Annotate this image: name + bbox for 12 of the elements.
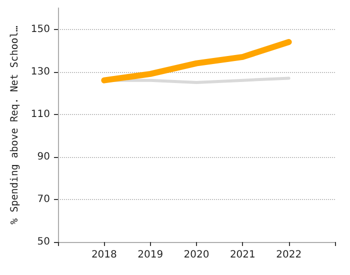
x-tick-label: 2022	[276, 250, 302, 260]
y-tick-label: 50	[37, 236, 50, 248]
x-tick-label: 2019	[138, 250, 164, 260]
y-tick-label: 70	[37, 194, 50, 205]
y-tick-label: 130	[30, 66, 50, 78]
y-axis-title: % Spending above Req. Net School…	[10, 26, 20, 224]
x-tick-label: 2021	[230, 250, 256, 260]
y-tick-label: 110	[30, 108, 50, 120]
x-tick-label: 2020	[184, 250, 210, 260]
x-tick-label: 2018	[91, 250, 117, 260]
y-tick-label: 90	[37, 151, 50, 162]
y-tick-label: 150	[30, 24, 50, 35]
